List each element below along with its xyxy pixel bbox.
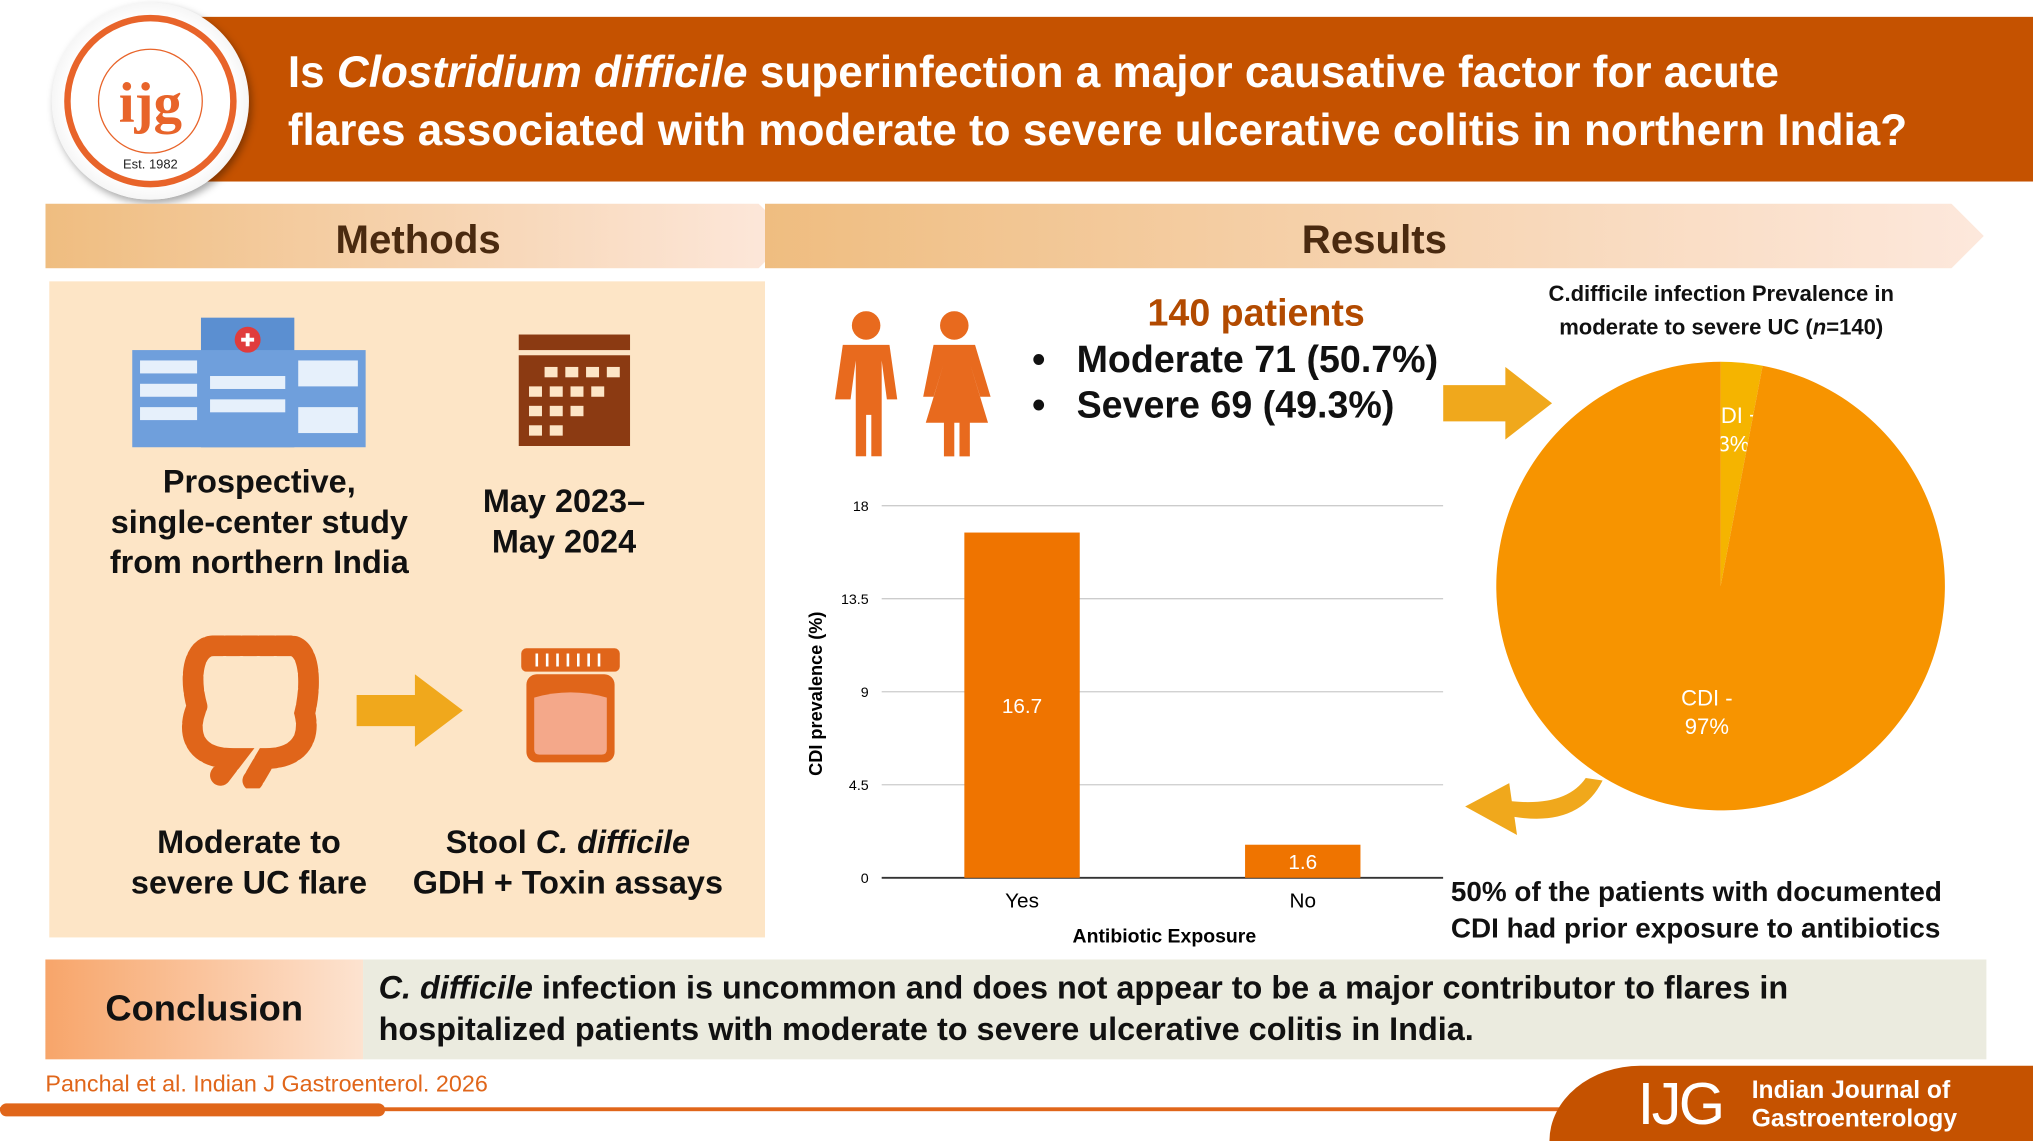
conclusion-label-box: Conclusion bbox=[45, 959, 364, 1060]
citation: Panchal et al. Indian J Gastroenterol. 2… bbox=[45, 1070, 488, 1097]
conclusion-text-box: C. difficile infection is uncommon and d… bbox=[363, 959, 1987, 1060]
hospital-icon bbox=[132, 317, 366, 448]
svg-text:ijg: ijg bbox=[119, 72, 182, 135]
bar-data-label: 16.7 bbox=[1002, 695, 1042, 718]
footer-divider bbox=[0, 1107, 1569, 1112]
study-period-text: May 2023– May 2024 bbox=[482, 483, 646, 561]
bullet-severe: • Severe 69 (49.3%) bbox=[1032, 385, 1395, 427]
population-text: Moderate to severe UC flare bbox=[130, 824, 367, 902]
y-tick-label: 4.5 bbox=[849, 778, 869, 794]
bar-data-label: 1.6 bbox=[1288, 851, 1317, 874]
title-line-2: flares associated with moderate to sever… bbox=[287, 106, 1908, 156]
pie-percent-label: 3% bbox=[1717, 432, 1749, 457]
title-banner: Is Clostridium difficile superinfection … bbox=[194, 16, 2033, 182]
bullet-moderate: • Moderate 71 (50.7%) bbox=[1032, 339, 1439, 382]
title-line-1: Is Clostridium difficile superinfection … bbox=[287, 47, 1779, 98]
assay-text: Stool C. difficile GDH + Toxin assays bbox=[412, 824, 723, 902]
y-tick-label: 9 bbox=[861, 685, 869, 701]
y-axis-label: CDI prevalence (%) bbox=[806, 612, 826, 776]
svg-text:Est. 1982: Est. 1982 bbox=[123, 157, 178, 172]
stool-sample-jar-icon bbox=[521, 648, 620, 763]
journal-seal-logo: ijg Est. 1982 bbox=[51, 2, 249, 200]
y-tick-label: 13.5 bbox=[841, 592, 869, 608]
cdi-prevalence-pie-chart: CDI +3%CDI -97% bbox=[1496, 361, 1945, 811]
patients-icon bbox=[835, 311, 991, 457]
pie-chart-title: C.difficile infection Prevalence in mode… bbox=[1548, 281, 1894, 340]
x-tick-label: Yes bbox=[1005, 890, 1039, 913]
x-axis-label: Antibiotic Exposure bbox=[1073, 926, 1257, 948]
results-header: Results bbox=[765, 204, 1984, 269]
y-tick-label: 0 bbox=[861, 871, 869, 887]
journal-name: Indian Journal of Gastroenterology bbox=[1751, 1077, 1958, 1134]
footer-divider-accent bbox=[0, 1103, 386, 1117]
conclusion-line-2: hospitalized patients with moderate to s… bbox=[378, 1011, 1474, 1048]
bar-yes bbox=[964, 532, 1080, 878]
curved-arrow-icon bbox=[1465, 777, 1603, 836]
bar-no bbox=[1245, 844, 1361, 878]
y-tick-label: 18 bbox=[853, 499, 869, 515]
ijg-logo: IJG bbox=[1637, 1069, 1726, 1138]
antibiotic-exposure-bar-chart: 0 4.5 9 13.5 18 16.7 Yes 1.6 No CDI prevalence (… bbox=[806, 499, 1444, 948]
pie-slice-cdi-positive bbox=[1720, 361, 1763, 587]
calendar-icon bbox=[518, 334, 631, 447]
conclusion-line-1: C. difficile infection is uncommon and d… bbox=[378, 969, 1789, 1007]
arrow-right-icon bbox=[1443, 366, 1553, 440]
pie-percent-label: 97% bbox=[1685, 714, 1729, 739]
methods-header: Methods bbox=[45, 204, 791, 269]
conclusion-label: Conclusion bbox=[105, 988, 304, 1029]
pie-label: CDI - bbox=[1681, 685, 1732, 710]
study-design-text: Prospective, single-center study from nort… bbox=[109, 464, 409, 581]
x-tick-label: No bbox=[1290, 890, 1317, 913]
patients-count: 140 patients bbox=[1147, 293, 1365, 335]
antibiotic-note: 50% of the patients with documented CDI h… bbox=[1450, 876, 1942, 944]
journal-brand-footer: IJG Indian Journal of Gastroenterology bbox=[1549, 1065, 2033, 1141]
arrow-right-icon bbox=[356, 674, 463, 747]
pie-slice-cdi-negative bbox=[1496, 361, 1945, 811]
colon-icon bbox=[182, 635, 319, 789]
